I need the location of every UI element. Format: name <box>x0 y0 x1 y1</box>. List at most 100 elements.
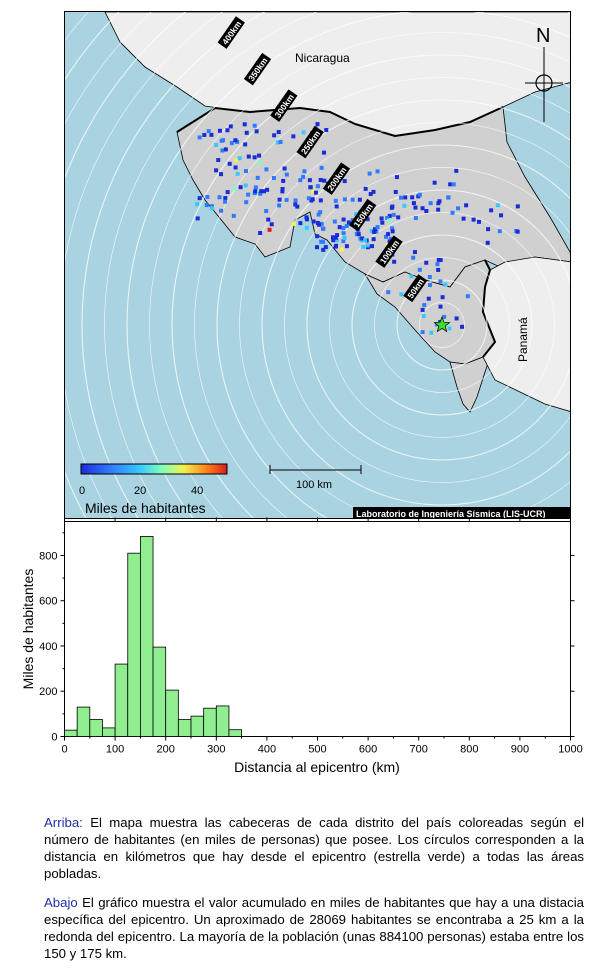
district-dot <box>220 148 225 153</box>
district-dot <box>331 238 336 243</box>
district-dot <box>324 128 329 133</box>
caption-bottom: Abajo El gráfico muestra el valor acumul… <box>44 894 584 962</box>
district-dot <box>412 250 417 255</box>
district-dot <box>304 215 309 220</box>
district-dot <box>321 239 326 244</box>
district-dot <box>316 212 321 217</box>
district-dot <box>258 191 263 196</box>
district-dot <box>396 215 401 220</box>
district-dot <box>233 165 238 170</box>
district-dot <box>253 185 258 190</box>
district-dot <box>223 199 228 204</box>
district-dot <box>197 135 202 140</box>
district-dot <box>335 233 340 238</box>
district-dot <box>264 167 269 172</box>
district-dot <box>446 195 451 200</box>
histogram-bar <box>152 646 167 737</box>
x-tick-label: 300 <box>207 744 225 756</box>
district-dot <box>393 189 398 194</box>
district-dot <box>243 183 248 188</box>
histogram-bar <box>114 663 129 737</box>
district-dot <box>269 222 274 227</box>
district-dot <box>246 154 251 159</box>
district-dot <box>280 189 285 194</box>
district-dot <box>237 156 242 161</box>
district-dot <box>232 186 237 191</box>
district-dot <box>262 189 267 194</box>
caption-top: Arriba: El mapa muestra las cabeceras de… <box>44 814 584 882</box>
district-dot <box>450 210 455 215</box>
district-dot <box>497 229 502 234</box>
y-tick-label: 800 <box>39 550 57 562</box>
district-dot <box>476 219 481 224</box>
district-dot <box>217 128 222 133</box>
district-dot <box>301 174 306 179</box>
district-dot <box>322 178 327 183</box>
district-dot <box>209 132 214 137</box>
district-dot <box>242 122 247 127</box>
district-dot <box>311 189 316 194</box>
histogram-bar <box>102 727 116 737</box>
district-dot <box>375 169 380 174</box>
district-dot <box>409 274 414 279</box>
x-tick-label: 800 <box>460 744 478 756</box>
district-dot <box>195 216 200 221</box>
district-dot <box>244 130 249 135</box>
district-dot <box>387 218 392 223</box>
district-dot <box>334 204 339 209</box>
district-dot <box>219 172 224 177</box>
district-dot <box>204 203 209 208</box>
district-dot <box>454 168 459 173</box>
credit-box <box>353 507 570 518</box>
star-icon <box>433 316 451 333</box>
caption-top-lead: Arriba: <box>44 815 83 830</box>
district-dot <box>315 245 320 250</box>
district-dot <box>284 172 289 177</box>
district-dot <box>437 199 442 204</box>
district-dot <box>399 195 404 200</box>
district-dot <box>306 196 311 201</box>
district-dot <box>371 237 376 242</box>
district-dot <box>363 238 368 243</box>
district-dot <box>341 231 346 236</box>
district-dot <box>323 245 328 250</box>
district-dot <box>460 324 465 329</box>
district-dots <box>195 122 520 335</box>
colorbar-title: Miles de habitantes <box>85 500 206 516</box>
district-dot <box>435 262 440 267</box>
district-dot <box>442 314 447 319</box>
district-dot <box>223 196 228 201</box>
caption-bottom-lead: Abajo <box>44 895 78 910</box>
district-dot <box>217 195 222 200</box>
histogram-bar <box>76 706 91 737</box>
district-dot <box>429 330 434 335</box>
district-dot <box>257 153 262 158</box>
district-dot <box>341 239 346 244</box>
district-dot <box>227 161 232 166</box>
district-dot <box>354 212 359 217</box>
district-dot <box>388 236 393 241</box>
x-tick-label: 1000 <box>558 744 582 756</box>
district-dot <box>447 326 452 331</box>
district-dot <box>257 160 262 165</box>
x-tick-label: 900 <box>511 744 529 756</box>
district-dot <box>206 129 211 134</box>
histogram-bar <box>139 536 154 737</box>
district-dot <box>223 147 228 152</box>
distance-ring <box>81 12 266 518</box>
distance-ring <box>149 32 570 518</box>
district-dot <box>291 221 296 226</box>
district-dot <box>367 171 372 176</box>
district-dot <box>489 208 494 213</box>
district-dot <box>346 220 351 225</box>
district-dot <box>399 292 404 297</box>
district-dot <box>284 197 289 202</box>
district-dot <box>454 316 459 321</box>
district-dot <box>436 201 441 206</box>
district-dot <box>385 215 390 220</box>
district-dot <box>197 196 202 201</box>
district-dot <box>337 225 342 230</box>
colorbar <box>80 463 228 475</box>
colorbar-tick: 20 <box>134 485 146 497</box>
district-dot <box>428 201 433 206</box>
